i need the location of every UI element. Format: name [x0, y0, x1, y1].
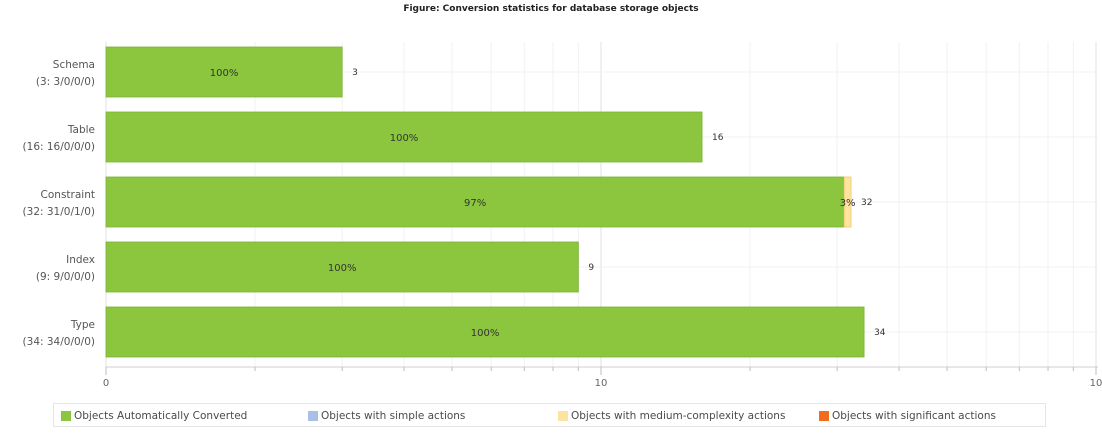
- legend-swatch: [558, 411, 568, 421]
- bar-segment: [105, 176, 845, 228]
- bar-percent-label: 100%: [328, 263, 357, 274]
- category-breakdown: (16: 16/0/0/0): [23, 141, 95, 153]
- bar-total-label: 16: [712, 133, 724, 143]
- bar-percent-label: 100%: [390, 133, 419, 144]
- legend-swatch: [308, 411, 318, 421]
- legend-item[interactable]: Objects with simple actions: [308, 409, 465, 423]
- x-tick-label: 10: [1090, 378, 1102, 389]
- bar-segment: [105, 306, 865, 358]
- bar-total-label: 9: [588, 263, 594, 273]
- bar-total-label: 34: [874, 328, 886, 338]
- category-name: Index: [66, 254, 95, 266]
- bar-segment: [105, 46, 343, 98]
- category-name: Type: [70, 319, 95, 331]
- legend-item[interactable]: Objects with medium-complexity actions: [558, 409, 785, 423]
- category-breakdown: (34: 34/0/0/0): [23, 336, 95, 348]
- bar-segment: [843, 176, 852, 228]
- category-name: Constraint: [41, 189, 95, 201]
- bar-total-label: 3: [352, 68, 358, 78]
- legend-swatch: [61, 411, 71, 421]
- chart-plot: 0 10 10 Schema (3: 3/0/0/0) 100% 3 Table (16: 16…: [23, 42, 1102, 389]
- category-breakdown: (9: 9/0/0/0): [36, 271, 95, 283]
- bar-percent-label: 100%: [210, 68, 239, 79]
- chart-legend: Objects Automatically Converted Objects w…: [53, 403, 1046, 427]
- bar-percent-label: 3%: [840, 198, 856, 209]
- category-breakdown: (32: 31/0/1/0): [23, 206, 95, 218]
- bar-segment: [105, 241, 579, 293]
- x-tick-label: 10: [595, 378, 608, 389]
- chart-title: Figure: Conversion statistics for databa…: [403, 4, 699, 14]
- legend-label: Objects Automatically Converted: [74, 410, 248, 422]
- category-name: Schema: [53, 59, 95, 71]
- bar-total-label: 32: [861, 198, 872, 208]
- legend-label: Objects with simple actions: [321, 410, 466, 422]
- x-tick-label: 0: [103, 378, 109, 389]
- bar-percent-label: 100%: [471, 328, 500, 339]
- legend-item[interactable]: Objects Automatically Converted: [61, 409, 247, 423]
- legend-item[interactable]: Objects with significant actions: [819, 409, 996, 423]
- category-name: Table: [67, 124, 95, 136]
- legend-swatch: [819, 411, 829, 421]
- bar-segment: [105, 111, 703, 163]
- category-breakdown: (3: 3/0/0/0): [36, 76, 95, 88]
- bar-percent-label: 97%: [464, 198, 486, 209]
- legend-label: Objects with significant actions: [832, 410, 996, 422]
- legend-label: Objects with medium-complexity actions: [571, 410, 786, 422]
